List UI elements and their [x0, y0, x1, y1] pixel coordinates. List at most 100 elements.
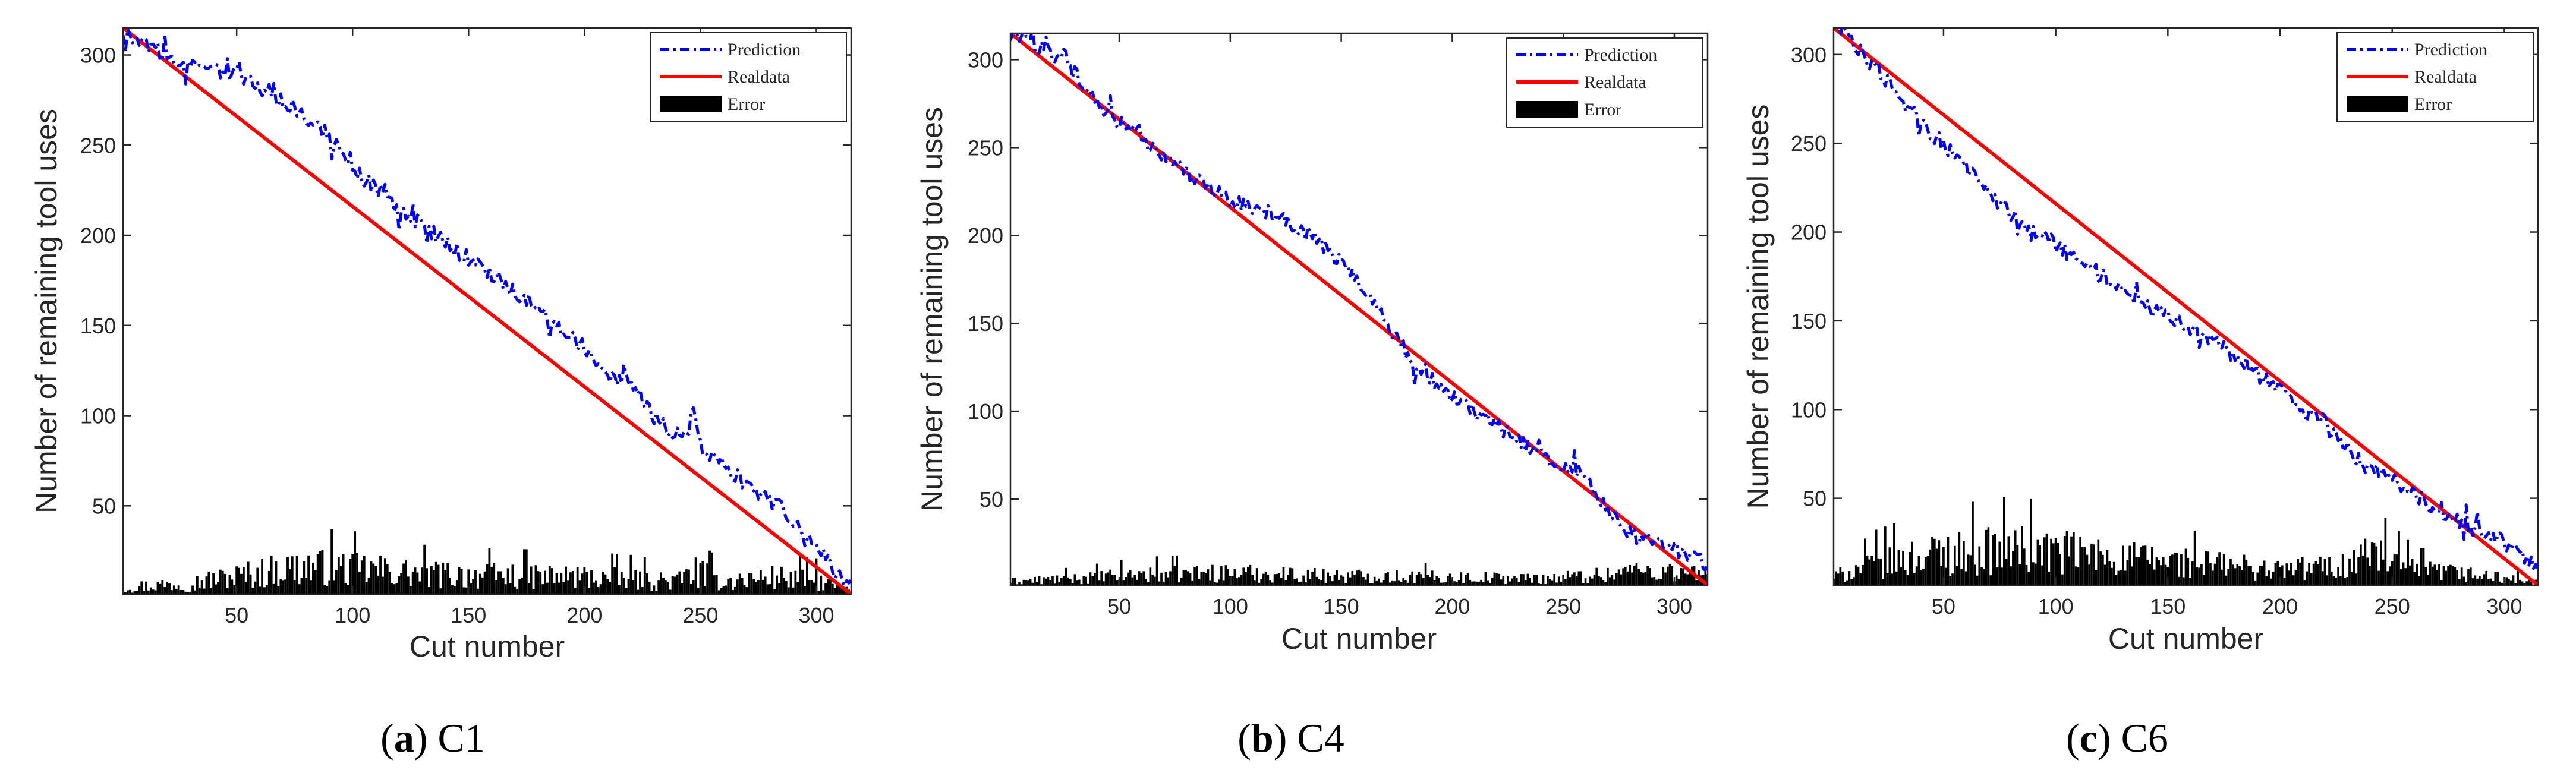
error-bar — [824, 583, 827, 594]
error-bar — [2413, 572, 2416, 585]
y-tick-label: 150 — [968, 311, 1003, 336]
error-bar — [1555, 582, 1558, 585]
error-bar — [2137, 557, 2140, 585]
error-bar — [377, 575, 380, 594]
error-bar — [1686, 574, 1689, 585]
error-bar — [379, 556, 382, 594]
error-bar — [2180, 554, 2183, 585]
error-bar — [2438, 564, 2440, 585]
error-bar — [1642, 572, 1645, 585]
error-bar — [1520, 574, 1523, 585]
error-bar — [1571, 574, 1573, 585]
error-bar — [300, 578, 303, 594]
error-bar — [1289, 567, 1292, 585]
error-bar — [326, 586, 329, 594]
error-bar — [251, 588, 254, 594]
error-bar — [838, 584, 841, 594]
error-bar — [1515, 577, 1518, 585]
error-bar — [2323, 559, 2326, 585]
error-bar — [2451, 566, 2454, 585]
error-bar — [1580, 571, 1582, 585]
error-bar — [2121, 545, 2124, 585]
error-bar — [1460, 572, 1463, 585]
error-bar — [1604, 582, 1607, 585]
error-bar — [1633, 565, 1636, 585]
error-bar — [2045, 533, 2048, 585]
error-bar — [701, 561, 704, 594]
error-bar — [2521, 581, 2524, 585]
error-bar — [1846, 580, 1848, 585]
error-bar — [442, 562, 445, 594]
error-bar — [1406, 582, 1409, 585]
error-bar — [2290, 563, 2292, 585]
error-bar — [599, 584, 602, 594]
error-bar — [697, 588, 700, 594]
error-bar — [2115, 575, 2118, 585]
error-bar — [363, 556, 366, 594]
error-bar — [629, 554, 632, 594]
error-bar — [1582, 583, 1585, 585]
error-bar — [2411, 559, 2414, 585]
error-bar — [1202, 572, 1205, 585]
error-bar — [2276, 560, 2279, 585]
error-bar — [1215, 582, 1218, 585]
error-bar — [1185, 570, 1187, 585]
error-bar — [1138, 571, 1141, 585]
error-bar — [1245, 572, 1247, 585]
error-bar — [2213, 563, 2216, 585]
error-bar — [1287, 575, 1289, 585]
error-bar — [249, 574, 252, 594]
error-bar — [1034, 576, 1036, 585]
error-bar — [585, 572, 588, 594]
error-bar — [504, 584, 507, 594]
axes-frame — [1009, 32, 1709, 586]
error-bar — [2525, 581, 2528, 585]
error-bar — [493, 563, 496, 594]
error-bar — [486, 564, 489, 594]
caption-c-label: C6 — [2121, 715, 2168, 761]
y-tick-label: 250 — [80, 133, 116, 157]
error-bar — [1691, 566, 1693, 585]
error-bar — [1280, 578, 1283, 585]
error-bar — [1182, 570, 1185, 585]
error-bar — [2184, 548, 2187, 585]
error-bar — [810, 580, 813, 594]
error-bar — [1837, 573, 1840, 585]
error-bar — [1913, 573, 1916, 585]
error-bar — [694, 557, 697, 594]
error-bar — [1891, 573, 1893, 585]
error-bar — [263, 587, 266, 594]
error-bar — [370, 561, 373, 594]
error-bar — [349, 559, 352, 594]
error-bar — [843, 589, 846, 594]
error-bar — [1839, 567, 1842, 585]
error-bar — [1926, 556, 1929, 585]
error-bar — [738, 573, 741, 594]
error-bar — [2465, 582, 2468, 585]
error-bar — [1313, 567, 1316, 585]
error-bar — [2036, 539, 2039, 585]
error-bar — [1453, 581, 1456, 585]
error-bar — [2140, 547, 2142, 585]
error-bar — [1538, 583, 1540, 585]
error-bar — [2256, 572, 2259, 585]
error-bar — [2297, 559, 2300, 585]
error-bar — [2097, 539, 2100, 585]
error-bar — [1415, 575, 1418, 585]
error-bar — [1877, 558, 1880, 585]
error-bar — [2393, 553, 2396, 585]
error-bar — [138, 586, 141, 594]
error-bar — [1013, 578, 1016, 585]
error-bar — [2445, 570, 2448, 585]
error-bar — [1502, 575, 1505, 585]
error-bar — [581, 573, 584, 594]
error-bar — [1611, 575, 1614, 585]
error-bar — [128, 589, 131, 594]
error-bar — [1902, 550, 1904, 585]
realdata-line — [123, 28, 851, 594]
error-bar — [1506, 576, 1509, 585]
legend-label-error: Error — [728, 94, 765, 114]
error-bar — [804, 586, 806, 594]
error-bar — [2512, 575, 2515, 585]
error-bar — [2458, 579, 2461, 585]
